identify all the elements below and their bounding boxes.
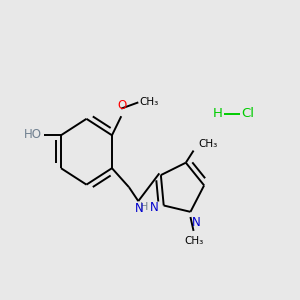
Text: N: N: [191, 216, 200, 229]
Text: HO: HO: [24, 128, 42, 141]
Text: Cl: Cl: [242, 107, 254, 120]
Text: H: H: [213, 107, 223, 120]
Text: N: N: [149, 201, 158, 214]
Text: CH₃: CH₃: [139, 98, 158, 107]
Text: CH₃: CH₃: [184, 236, 203, 246]
Text: CH₃: CH₃: [198, 139, 218, 148]
Text: O: O: [117, 99, 127, 112]
Text: N: N: [135, 202, 143, 215]
Text: H: H: [140, 202, 148, 212]
